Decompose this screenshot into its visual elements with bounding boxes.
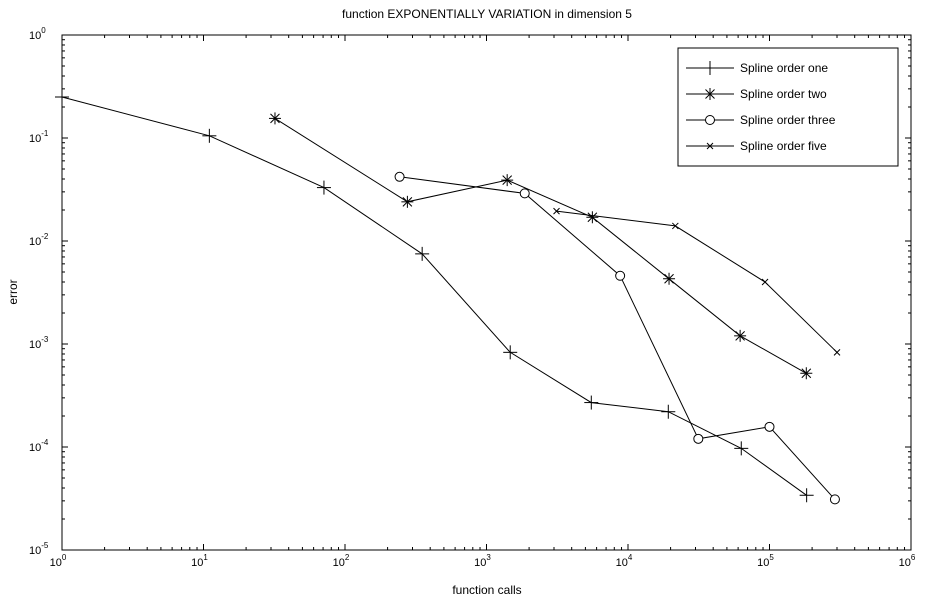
chart-title: function EXPONENTIALLY VARIATION in dime… [342,7,632,21]
marker-stroke [705,115,715,125]
marker-stroke [801,368,812,379]
marker-stroke [270,113,280,124]
legend: Spline order one Spline order two Spline o… [677,47,899,167]
data-point-series-3 [519,188,530,199]
x-tick-label: 105 [757,553,774,569]
data-point-series-4 [833,348,841,356]
data-point-series-1 [734,441,749,456]
data-point-series-4 [553,207,560,215]
data-point-series-1 [316,180,331,195]
axis-ticks [61,34,912,551]
legend-marker [704,88,716,100]
data-point-series-3 [693,433,704,444]
data-point-series-2 [501,174,514,187]
legend-label: Spline order three [740,113,836,127]
data-point-series-1 [415,246,430,261]
marker-stroke [587,212,598,223]
marker-stroke [761,278,769,286]
x-tick-label: 100 [50,553,67,569]
data-point-series-4 [761,278,769,286]
data-point-series-3 [764,421,775,432]
marker-stroke [502,175,513,185]
data-point-series-1 [202,128,217,143]
data-point-series-2 [663,272,676,285]
marker-stroke [735,330,745,341]
data-point-series-4 [671,222,679,230]
legend-label: Spline order five [740,139,827,153]
marker-stroke [615,270,626,281]
marker-stroke [693,433,704,444]
marker-stroke [705,89,715,99]
y-tick-label: 100 [29,26,46,42]
series-line-4 [556,210,838,353]
marker-stroke [829,494,840,505]
data-point-series-2 [734,329,747,342]
marker-stroke [671,222,679,230]
y-tick-label: 10-2 [29,232,49,248]
x-tick-label: 101 [191,553,208,569]
legend-label: Spline order two [740,87,827,101]
marker-stroke [394,171,405,182]
series-line-3 [399,176,836,500]
marker-stroke [764,421,775,432]
data-point-series-2 [586,211,599,224]
marker-stroke [833,348,841,356]
data-point-series-2 [401,195,414,208]
axis-tick-labels: 100 101 102 103 104 105 106 10-5 10-4 10-3 10-2 10-… [29,26,916,569]
y-tick-label: 10-5 [29,541,49,557]
legend-label: Spline order one [740,61,828,75]
marker-stroke [664,273,674,284]
x-axis-label: function calls [452,583,521,597]
legend-marker [705,115,715,125]
y-axis-label: error [6,279,20,304]
marker-stroke [402,196,413,207]
marker-stroke [553,207,560,215]
data-point-series-1 [55,90,69,105]
x-tick-label: 103 [474,553,491,569]
data-point-series-3 [615,270,626,281]
x-tick-label: 104 [616,553,633,569]
data-point-series-3 [829,494,840,505]
data-point-series-1 [584,395,599,410]
data-point-series-1 [661,404,676,419]
data-point-series-2 [800,367,813,380]
legend-marker [706,142,714,150]
series-markers [55,90,841,505]
legend-marker [703,61,717,75]
marker-stroke [706,142,714,150]
y-tick-label: 10-1 [29,129,49,145]
x-tick-label: 102 [333,553,350,569]
marker-stroke [519,188,530,199]
y-tick-label: 10-4 [29,438,49,454]
data-point-series-1 [799,488,814,503]
y-tick-label: 10-3 [29,335,49,351]
data-point-series-1 [503,345,518,360]
x-tick-label: 106 [899,553,916,569]
data-point-series-3 [394,171,405,182]
data-point-series-2 [268,112,281,125]
